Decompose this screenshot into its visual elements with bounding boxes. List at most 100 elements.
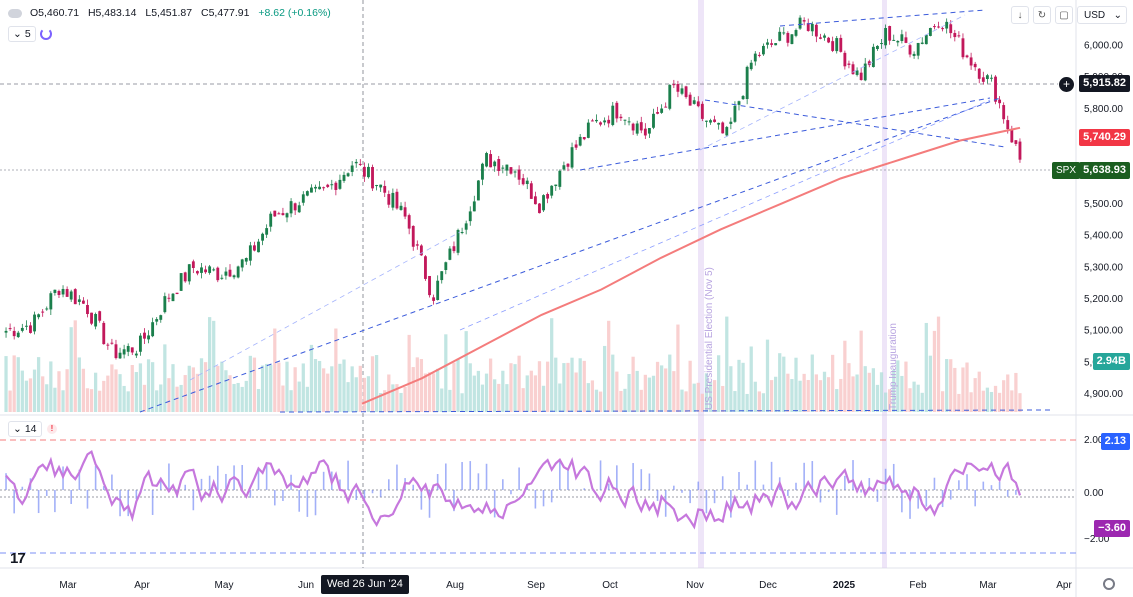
volume-bar — [41, 376, 45, 412]
volume-bar — [334, 328, 338, 412]
currency-select[interactable]: USD ⌄ — [1077, 6, 1127, 24]
candle-body — [476, 180, 480, 201]
warning-icon[interactable]: ! — [47, 424, 57, 434]
volume-bar — [863, 366, 867, 412]
candle-body — [664, 106, 668, 108]
candle-body — [774, 43, 778, 46]
candle-body — [900, 34, 904, 42]
trend-line — [459, 99, 991, 331]
candle-body — [102, 322, 106, 345]
volume-bar — [851, 376, 855, 412]
trend-line — [704, 99, 1006, 148]
volume-bar — [476, 370, 481, 412]
oscillator-bar — [705, 490, 708, 514]
candle-body — [505, 164, 509, 171]
volume-bar — [187, 365, 191, 412]
election-band — [698, 0, 704, 568]
candle-body — [619, 116, 623, 119]
volume-bar — [244, 380, 248, 412]
volume-bar — [586, 383, 590, 412]
volume-bar — [631, 356, 635, 412]
symbol-visibility-icon[interactable] — [8, 8, 22, 18]
candle-body — [379, 184, 383, 188]
candle-body — [1006, 120, 1010, 130]
volume-bar — [867, 372, 871, 412]
tradingview-logo[interactable]: 17 — [10, 550, 26, 567]
volume-bar — [114, 369, 118, 412]
volume-bar — [574, 372, 578, 412]
oscillator-bar — [844, 475, 846, 490]
oscillator-bar — [664, 490, 667, 517]
candle-body — [945, 21, 949, 29]
volume-bar — [961, 367, 965, 412]
candle-body — [419, 245, 423, 256]
volume-bar — [106, 375, 110, 412]
candle-body — [371, 166, 374, 189]
volume-bar — [765, 339, 770, 412]
volume-bar — [464, 331, 468, 412]
candle-body — [375, 185, 379, 187]
reload-icon[interactable]: ↻ — [1033, 6, 1051, 24]
volume-bar — [203, 362, 208, 412]
price-tick-label: 6,000.00 — [1084, 40, 1123, 51]
oscillator-bar — [901, 490, 903, 513]
studies-toggle[interactable]: ⌄ 5 — [8, 26, 36, 42]
candle-body — [86, 304, 89, 315]
candle-body — [603, 120, 607, 123]
settings-icon[interactable] — [1103, 578, 1115, 590]
time-axis-label: 2025 — [833, 580, 856, 591]
volume-bar — [301, 363, 305, 412]
price-tick-label: 5,800.00 — [1084, 104, 1123, 115]
volume-bar — [12, 355, 16, 412]
download-icon[interactable]: ↓ — [1011, 6, 1029, 24]
symbol-tag: SPX — [1052, 162, 1081, 179]
candle-body — [924, 34, 928, 45]
oscillator-bar — [616, 465, 618, 490]
candle-body — [546, 193, 550, 199]
trend-line — [779, 9, 986, 27]
volume-bar — [810, 354, 814, 412]
oscillator-bar — [681, 490, 683, 493]
time-axis-label: Apr — [1056, 580, 1072, 591]
oscillator-toggle[interactable]: ⌄ 14 — [8, 421, 42, 437]
volume-bar — [256, 389, 261, 412]
candle-body — [57, 290, 61, 296]
volume-bar — [757, 391, 761, 412]
oscillator-bar — [673, 485, 675, 490]
volume-bar — [513, 364, 517, 412]
volume-bar — [517, 355, 521, 412]
top-toolbar: ↓ ↻ ▢ USD ⌄ — [1011, 6, 1127, 24]
oscillator-bar — [909, 490, 911, 519]
volume-bar — [138, 363, 143, 412]
volume-bar — [179, 384, 183, 412]
legend-high: H5,483.14 — [87, 7, 137, 19]
oscillator-bar — [933, 477, 936, 490]
candle-body — [118, 352, 122, 359]
volume-bar — [704, 373, 709, 412]
candle-body — [525, 180, 529, 185]
volume-bar — [8, 390, 12, 412]
volume-bar — [220, 361, 224, 412]
candle-body — [888, 26, 892, 41]
candle-body — [208, 266, 212, 273]
price-tick-label: 5,200.00 — [1084, 294, 1123, 305]
volume-bar — [839, 378, 843, 412]
refresh-icon[interactable] — [40, 28, 52, 40]
oscillator-bar — [388, 479, 390, 490]
candle-body — [326, 184, 330, 187]
inauguration-annotation: Trump Inauguration — [888, 323, 899, 410]
fullscreen-icon[interactable]: ▢ — [1055, 6, 1073, 24]
candle-body — [700, 103, 704, 119]
oscillator-bar — [835, 490, 838, 515]
volume-bar — [1002, 380, 1006, 412]
candle-body — [20, 327, 24, 331]
candle-body — [277, 213, 281, 215]
volume-bar — [965, 362, 969, 412]
candle-body — [713, 119, 716, 122]
candle-body — [155, 319, 159, 322]
add-alert-plus-icon[interactable]: + — [1058, 76, 1075, 93]
volume-bar — [273, 328, 277, 412]
volume-bar — [423, 373, 428, 412]
